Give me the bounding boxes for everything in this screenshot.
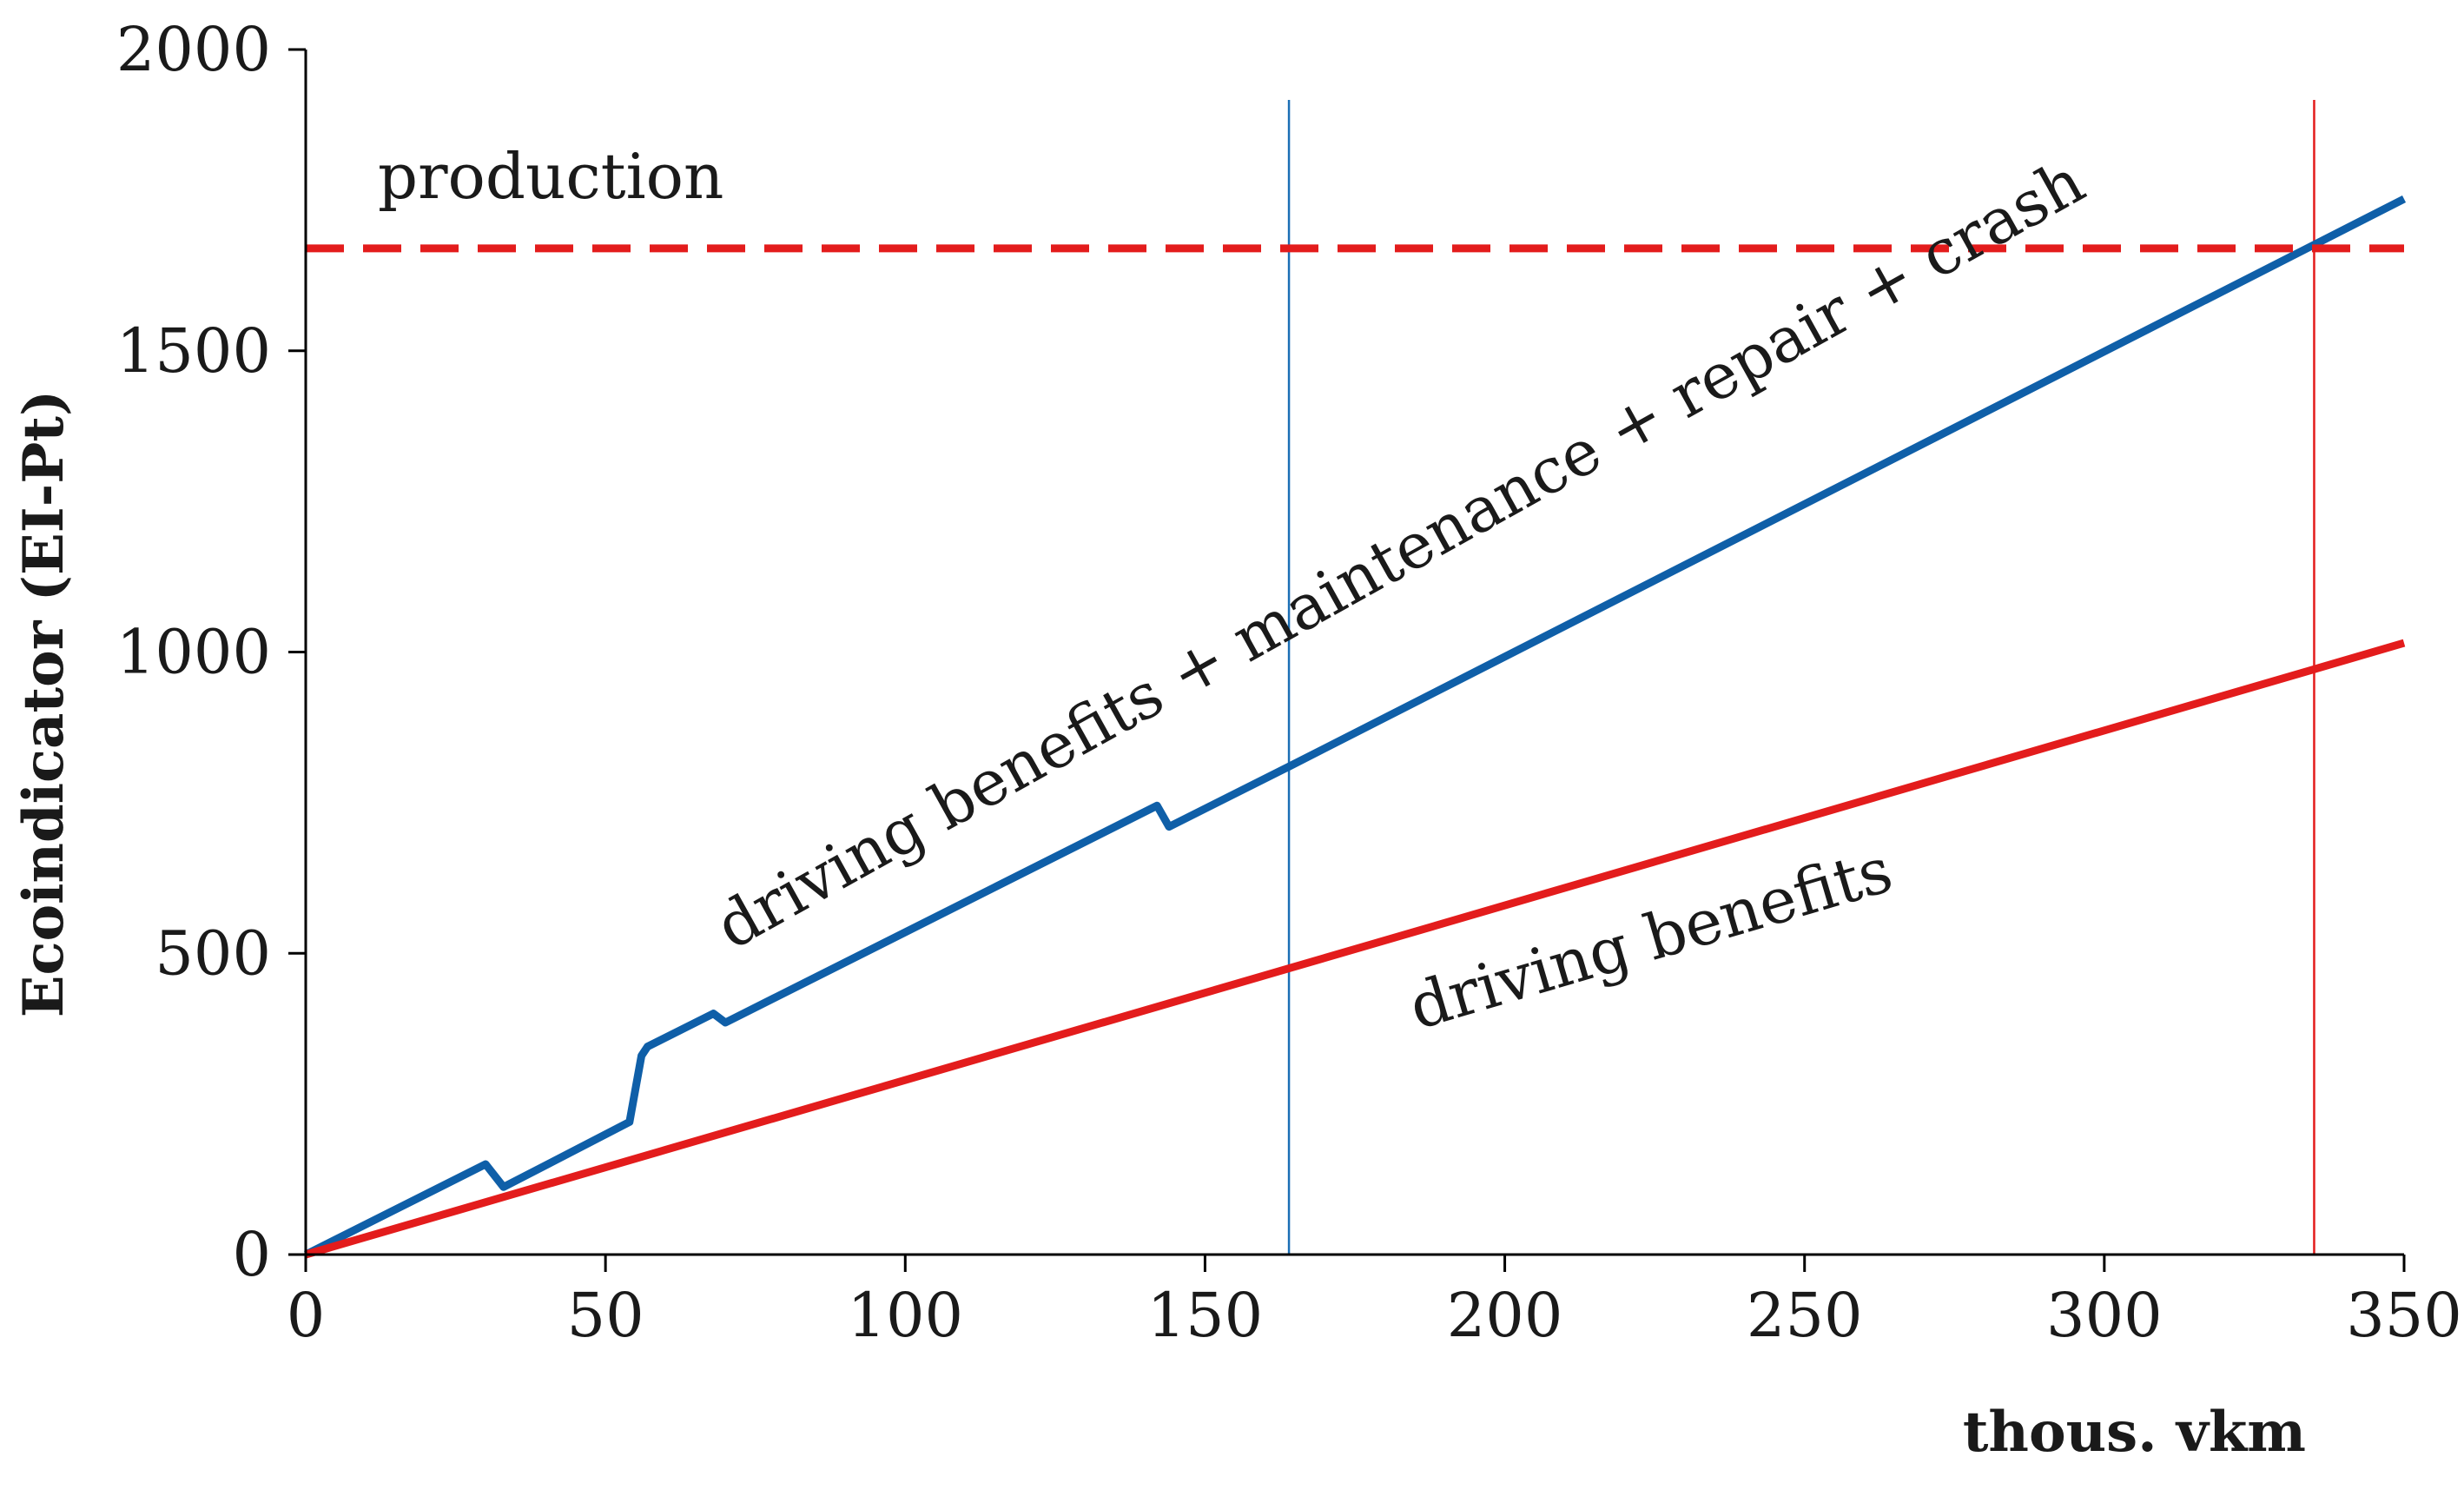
- y-tick-label: 2000: [116, 14, 271, 85]
- x-tick-label: 0: [287, 1280, 326, 1351]
- x-tick-label: 200: [1447, 1280, 1563, 1351]
- x-tick-label: 300: [2046, 1280, 2163, 1351]
- x-tick-label: 250: [1747, 1280, 1863, 1351]
- y-axis-title: Ecoindicator (EI-Pt): [11, 390, 76, 1018]
- y-tick-label: 1000: [116, 617, 271, 688]
- series-line-blue: [303, 195, 2407, 1259]
- series-line-red: [304, 639, 2406, 1259]
- annotation-blue-series: driving benefits + maintenance + repair …: [704, 144, 2096, 964]
- x-tick-label: 100: [847, 1280, 963, 1351]
- y-tick-label: 0: [232, 1219, 271, 1290]
- x-tick-label: 150: [1147, 1280, 1264, 1351]
- x-axis-title: thous. vkm: [1963, 1400, 2306, 1465]
- y-tick-label: 1500: [116, 315, 271, 387]
- x-tick-label: 50: [567, 1280, 644, 1351]
- annotation-production: production: [378, 140, 723, 213]
- x-tick-label: 350: [2346, 1280, 2462, 1351]
- y-tick-label: 500: [155, 917, 271, 989]
